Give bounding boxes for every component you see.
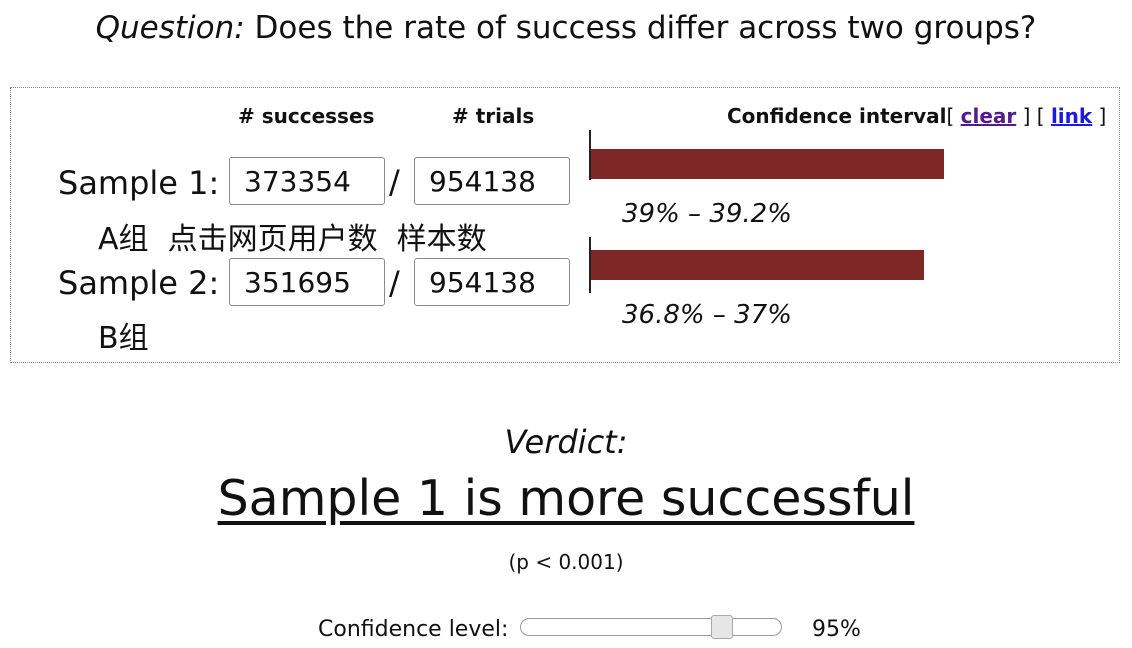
ci-bar-sample-2 xyxy=(591,250,924,280)
verdict-label: Verdict: xyxy=(504,423,628,461)
ci-bar-sample-1 xyxy=(591,149,944,179)
question-heading: Question: Does the rate of success diffe… xyxy=(0,10,1132,46)
question-label: Question: xyxy=(95,10,245,46)
ci-axis-line-1 xyxy=(589,130,591,180)
sample-2-annotation: B组 xyxy=(98,321,149,356)
verdict-statement: Sample 1 is more successful xyxy=(217,470,915,527)
clear-link[interactable]: clear xyxy=(960,104,1017,128)
sample-2-slash: / xyxy=(389,264,400,302)
slider-thumb[interactable] xyxy=(711,615,733,639)
sample-1-label: Sample 1: xyxy=(58,164,220,202)
ci-axis-line-2 xyxy=(589,237,591,293)
links-close-bracket: ] xyxy=(1092,104,1107,128)
confidence-level-slider[interactable] xyxy=(520,615,782,639)
link-link[interactable]: link xyxy=(1050,104,1093,128)
sample-1-successes-input[interactable] xyxy=(229,157,385,205)
sample-2-trials-input[interactable] xyxy=(414,258,570,306)
question-text: Does the rate of success differ across t… xyxy=(244,10,1037,46)
verdict-text: Sample 1 is more successful xyxy=(0,470,1132,527)
p-value: (p < 0.001) xyxy=(508,550,624,574)
links-mid-bracket: ] [ xyxy=(1016,104,1051,128)
confidence-level-label: Confidence level: xyxy=(318,617,509,642)
sample-1-slash: / xyxy=(389,163,400,201)
successes-header: # successes xyxy=(238,104,375,128)
links-open-bracket: [ xyxy=(946,104,961,128)
input-panel xyxy=(10,87,1120,363)
confidence-level-value: 95% xyxy=(812,617,861,642)
confidence-interval-title: Confidence interval xyxy=(727,104,947,128)
ci-text-sample-2: 36.8% – 37% xyxy=(622,300,792,330)
confidence-interval-header: Confidence interval[ clear ] [ link ] xyxy=(727,104,1106,128)
trials-header: # trials xyxy=(452,104,535,128)
sample-2-label: Sample 2: xyxy=(58,264,220,302)
sample-2-successes-input[interactable] xyxy=(229,258,385,306)
sample-1-trials-input[interactable] xyxy=(414,157,570,205)
ci-text-sample-1: 39% – 39.2% xyxy=(622,199,792,229)
sample-1-annotation: A组 点击网页用户数 样本数 xyxy=(98,222,487,257)
